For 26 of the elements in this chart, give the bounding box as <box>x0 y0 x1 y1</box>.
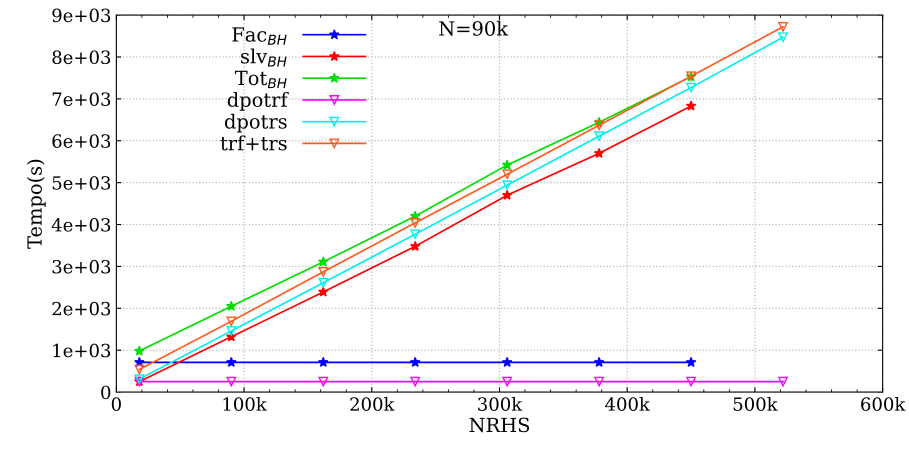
legend-label: Fac$_{BH}$ <box>232 27 287 45</box>
y-tick-label: 5e+03 <box>52 176 110 190</box>
legend-label: dpotrs <box>224 114 287 133</box>
legend-label: slv$_{BH}$ <box>241 48 287 66</box>
x-tick-label: 0 <box>112 397 121 411</box>
y-tick-label: 4e+03 <box>52 218 110 232</box>
x-tick-label: 400k <box>605 396 650 411</box>
y-tick-label: 1e+03 <box>53 344 110 358</box>
x-axis-title: NRHS <box>469 418 530 432</box>
y-axis-title: Tempo(s) <box>26 160 46 249</box>
y-tick-label: 2e+03 <box>52 302 110 316</box>
x-tick-label: 100k <box>224 396 267 411</box>
annotation: N=90k <box>439 20 508 36</box>
y-tick-label: 7e+03 <box>52 92 110 106</box>
x-tick-label: 500k <box>734 396 778 411</box>
x-tick-label: 200k <box>350 396 395 411</box>
x-tick-label: 300k <box>478 396 522 411</box>
y-tick-label: 0 <box>101 386 110 400</box>
legend-label: Tot$_{BH}$ <box>234 70 287 88</box>
y-tick-label: 6e+03 <box>52 134 110 148</box>
y-tick-label: 9e+03 <box>52 8 110 22</box>
legend-label: dpotrf <box>228 92 289 111</box>
y-tick-label: 8e+03 <box>52 50 110 64</box>
x-tick-label: 600k <box>861 396 906 411</box>
legend-label: trf+trs <box>220 135 287 150</box>
y-tick-label: 3e+03 <box>52 260 110 274</box>
